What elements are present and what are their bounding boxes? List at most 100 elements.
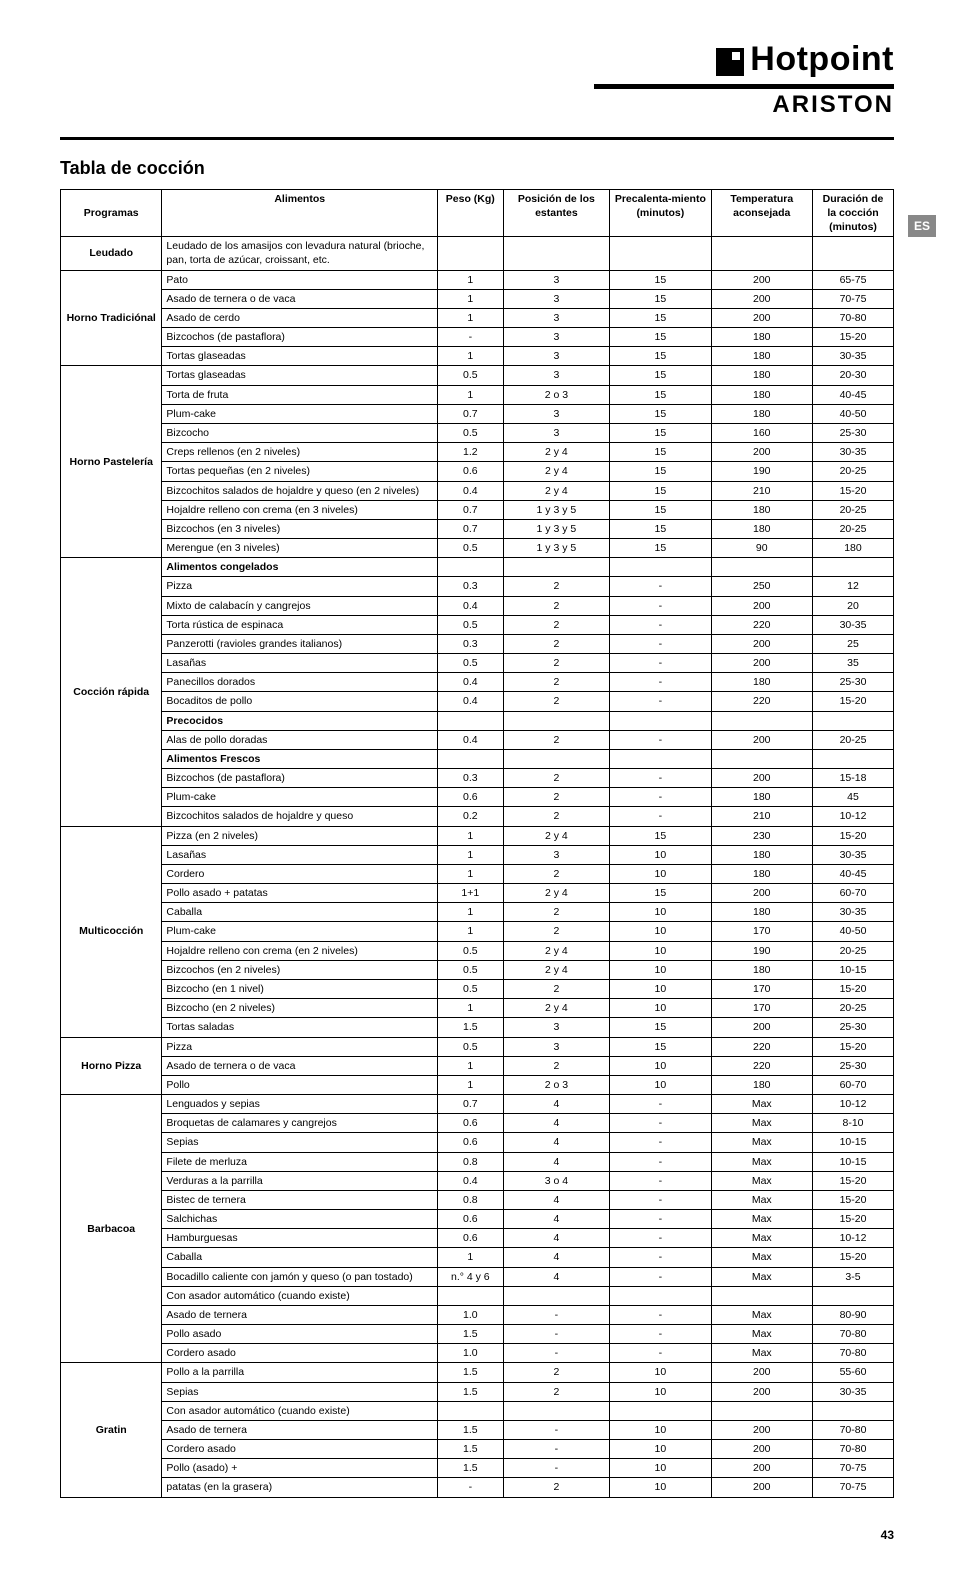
program-cell: Multicocción	[61, 826, 162, 1037]
table-cell: 0.6	[438, 462, 504, 481]
table-cell: -	[610, 1325, 711, 1344]
table-cell	[438, 1286, 504, 1305]
table-cell: 25-30	[812, 673, 893, 692]
table-cell: 0.4	[438, 692, 504, 711]
table-cell: 4	[503, 1229, 610, 1248]
table-cell: n.° 4 y 6	[438, 1267, 504, 1286]
table-cell: 0.8	[438, 1152, 504, 1171]
table-cell: 15	[610, 308, 711, 327]
table-cell: 2 y 4	[503, 481, 610, 500]
table-cell	[438, 1401, 504, 1420]
subgroup-heading: Alimentos Frescos	[162, 749, 438, 768]
table-row: Plum-cake121017040-50	[61, 922, 894, 941]
table-row: Mixto de calabacín y cangrejos0.42-20020	[61, 596, 894, 615]
table-cell: -	[503, 1440, 610, 1459]
table-cell: 15	[610, 424, 711, 443]
table-cell: 20-30	[812, 366, 893, 385]
table-cell: Bizcochos (de pastaflora)	[162, 328, 438, 347]
table-cell: 2	[503, 654, 610, 673]
table-row: Tortas saladas1.531520025-30	[61, 1018, 894, 1037]
table-cell: 2	[503, 769, 610, 788]
table-cell: 220	[711, 692, 812, 711]
table-cell: 200	[711, 270, 812, 289]
table-cell: 15-20	[812, 979, 893, 998]
table-cell: 200	[711, 1459, 812, 1478]
table-cell: Max	[711, 1267, 812, 1286]
brand-block: Hotpoint ARISTON	[60, 40, 894, 119]
brand-dot-icon	[716, 48, 744, 76]
table-cell: Pollo a la parrilla	[162, 1363, 438, 1382]
table-cell	[812, 558, 893, 577]
table-cell: 25-30	[812, 1018, 893, 1037]
table-cell: 3	[503, 845, 610, 864]
table-cell: 0.3	[438, 769, 504, 788]
table-cell: 2	[503, 1478, 610, 1497]
table-cell: 190	[711, 941, 812, 960]
table-cell: 180	[711, 328, 812, 347]
table-cell: 2	[503, 903, 610, 922]
table-cell: 15	[610, 1037, 711, 1056]
program-cell: Barbacoa	[61, 1095, 162, 1363]
table-row: Panecillos dorados0.42-18025-30	[61, 673, 894, 692]
table-cell: Lasañas	[162, 654, 438, 673]
col-posicion: Posición de los estantes	[503, 189, 610, 237]
table-cell: 10	[610, 1382, 711, 1401]
table-cell: 1	[438, 845, 504, 864]
table-cell: 15	[610, 481, 711, 500]
table-row: Bizcocho (en 1 nivel)0.521017015-20	[61, 979, 894, 998]
table-cell: Tortas glaseadas	[162, 366, 438, 385]
table-cell: 70-80	[812, 1325, 893, 1344]
table-cell: 0.3	[438, 577, 504, 596]
table-cell: Verduras a la parrilla	[162, 1171, 438, 1190]
table-cell: -	[503, 1344, 610, 1363]
table-cell: 40-45	[812, 864, 893, 883]
table-cell	[610, 749, 711, 768]
table-cell: 15	[610, 385, 711, 404]
table-cell: 2	[503, 692, 610, 711]
table-cell	[711, 1401, 812, 1420]
table-row: Cordero121018040-45	[61, 864, 894, 883]
col-alimentos: Alimentos	[162, 189, 438, 237]
table-cell: 0.4	[438, 673, 504, 692]
table-cell: Caballa	[162, 1248, 438, 1267]
col-duracion: Duración de la cocción (minutos)	[812, 189, 893, 237]
table-row: Pollo12 o 31018060-70	[61, 1075, 894, 1094]
table-cell: -	[610, 634, 711, 653]
table-cell: 10	[610, 1478, 711, 1497]
table-cell: Asado de ternera o de vaca	[162, 289, 438, 308]
table-cell: 10	[610, 864, 711, 883]
table-row: Plum-cake0.731518040-50	[61, 404, 894, 423]
table-cell: 20-25	[812, 519, 893, 538]
table-cell: 30-35	[812, 903, 893, 922]
table-cell	[711, 558, 812, 577]
col-programas: Programas	[61, 189, 162, 237]
table-cell: 200	[711, 730, 812, 749]
table-cell: Creps rellenos (en 2 niveles)	[162, 443, 438, 462]
table-cell: 170	[711, 922, 812, 941]
table-cell: Bizcocho (en 1 nivel)	[162, 979, 438, 998]
table-row: Hamburguesas0.64-Max10-12	[61, 1229, 894, 1248]
table-cell: Asado de ternera	[162, 1305, 438, 1324]
table-cell: 60-70	[812, 884, 893, 903]
table-cell: 40-50	[812, 922, 893, 941]
table-cell: 70-75	[812, 1459, 893, 1478]
table-cell: -	[610, 1344, 711, 1363]
table-cell	[812, 1286, 893, 1305]
table-row: Caballa121018030-35	[61, 903, 894, 922]
table-cell: 10	[610, 960, 711, 979]
table-cell: Bizcochitos salados de hojaldre y queso …	[162, 481, 438, 500]
table-cell: 1	[438, 289, 504, 308]
table-cell: 15-20	[812, 1248, 893, 1267]
table-cell: Bistec de ternera	[162, 1190, 438, 1209]
table-cell	[610, 711, 711, 730]
table-cell: 2 y 4	[503, 941, 610, 960]
table-cell: Max	[711, 1133, 812, 1152]
table-row: Verduras a la parrilla0.43 o 4-Max15-20	[61, 1171, 894, 1190]
table-cell: Pizza (en 2 niveles)	[162, 826, 438, 845]
table-cell: 70-80	[812, 308, 893, 327]
table-cell: Max	[711, 1210, 812, 1229]
table-cell: 4	[503, 1133, 610, 1152]
table-cell: 4	[503, 1267, 610, 1286]
table-cell: -	[610, 596, 711, 615]
table-cell: 0.7	[438, 1095, 504, 1114]
